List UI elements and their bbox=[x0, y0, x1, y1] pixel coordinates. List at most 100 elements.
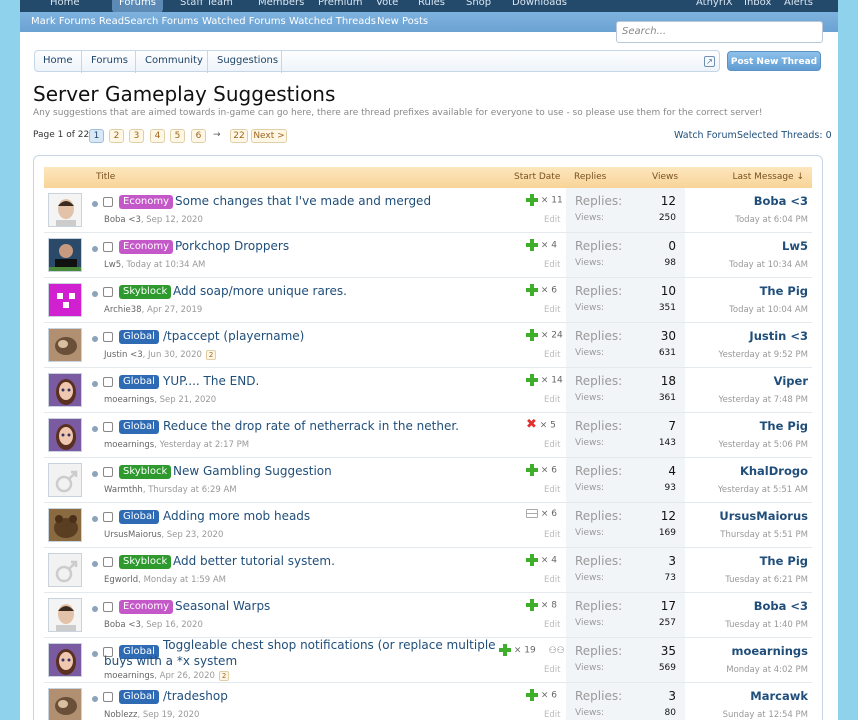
last-post-date[interactable]: Tuesday at 6:21 PM bbox=[725, 575, 808, 585]
last-poster[interactable]: UrsusMaiorus bbox=[719, 509, 808, 523]
thread-title[interactable]: /tpaccept (playername) bbox=[163, 329, 305, 343]
page-3[interactable]: 3 bbox=[129, 129, 144, 143]
next-page-button[interactable]: Next > bbox=[251, 129, 287, 143]
watch-forum-link[interactable]: Watch Forum bbox=[674, 130, 737, 141]
page-jump-arrow[interactable]: → bbox=[213, 130, 221, 140]
avatar[interactable] bbox=[48, 373, 82, 407]
last-post-date[interactable]: Tuesday at 1:40 PM bbox=[725, 620, 808, 630]
last-poster[interactable]: Viper bbox=[773, 374, 808, 388]
last-poster[interactable]: Marcawk bbox=[750, 689, 808, 703]
header-start-date[interactable]: Start Date bbox=[514, 172, 561, 182]
last-poster[interactable]: Justin <3 bbox=[749, 329, 808, 343]
avatar[interactable] bbox=[48, 553, 82, 587]
nav-tab[interactable]: Home bbox=[50, 0, 80, 8]
external-link-icon[interactable]: ↗ bbox=[704, 56, 715, 67]
thread-author[interactable]: Lw5 bbox=[104, 260, 122, 270]
edit-link[interactable]: Edit bbox=[544, 530, 561, 540]
last-post-date[interactable]: Thursday at 5:51 PM bbox=[720, 530, 808, 540]
thread-title[interactable]: Porkchop Droppers bbox=[175, 239, 290, 253]
last-poster[interactable]: moearnings bbox=[731, 644, 808, 658]
last-post-date[interactable]: Sunday at 12:54 PM bbox=[722, 710, 808, 720]
page-6[interactable]: 6 bbox=[191, 129, 206, 143]
avatar[interactable] bbox=[48, 328, 82, 362]
nav-tab[interactable]: Members bbox=[258, 0, 305, 8]
edit-link[interactable]: Edit bbox=[544, 260, 561, 270]
edit-link[interactable]: Edit bbox=[544, 305, 561, 315]
thread-select-checkbox[interactable] bbox=[103, 422, 113, 432]
nav-user-link[interactable]: Alerts bbox=[784, 0, 814, 8]
thread-prefix[interactable]: Global bbox=[119, 645, 159, 659]
avatar[interactable] bbox=[48, 418, 82, 452]
edit-link[interactable]: Edit bbox=[544, 215, 561, 225]
subnav-link[interactable]: Search Forums bbox=[124, 16, 199, 27]
edit-link[interactable]: Edit bbox=[544, 620, 561, 630]
thread-author[interactable]: Warmthh bbox=[104, 485, 143, 495]
last-post-date[interactable]: Yesterday at 5:06 PM bbox=[718, 440, 808, 450]
page-1[interactable]: 1 bbox=[89, 129, 104, 143]
avatar[interactable] bbox=[48, 598, 82, 632]
thread-page-link[interactable]: 2 bbox=[218, 671, 230, 681]
thread-author[interactable]: Noblezz bbox=[104, 710, 138, 720]
thread-select-checkbox[interactable] bbox=[103, 602, 113, 612]
thread-prefix[interactable]: Global bbox=[119, 330, 159, 344]
thread-author[interactable]: UrsusMaiorus bbox=[104, 530, 162, 540]
avatar[interactable] bbox=[48, 463, 82, 497]
thread-select-checkbox[interactable] bbox=[103, 647, 113, 657]
thread-prefix[interactable]: Skyblock bbox=[119, 285, 172, 299]
thread-author[interactable]: Egworld bbox=[104, 575, 139, 585]
thread-select-checkbox[interactable] bbox=[103, 467, 113, 477]
thread-author[interactable]: moearnings bbox=[104, 395, 155, 405]
thread-prefix[interactable]: Global bbox=[119, 510, 159, 524]
last-post-date[interactable]: Yesterday at 9:52 PM bbox=[718, 350, 808, 360]
thread-select-checkbox[interactable] bbox=[103, 557, 113, 567]
thread-select-checkbox[interactable] bbox=[103, 692, 113, 702]
avatar[interactable] bbox=[48, 688, 82, 720]
breadcrumb-home[interactable]: Home bbox=[43, 55, 73, 66]
last-poster[interactable]: The Pig bbox=[759, 419, 808, 433]
thread-select-checkbox[interactable] bbox=[103, 197, 113, 207]
post-new-thread-button[interactable]: Post New Thread bbox=[727, 51, 821, 71]
last-post-date[interactable]: Today at 6:04 PM bbox=[735, 215, 808, 225]
thread-author[interactable]: Boba <3 bbox=[104, 215, 141, 225]
breadcrumb-forums[interactable]: Forums bbox=[91, 55, 128, 66]
thread-author[interactable]: moearnings bbox=[104, 440, 155, 450]
last-post-date[interactable]: Today at 10:04 AM bbox=[729, 305, 808, 315]
subnav-link[interactable]: Watched Forums bbox=[202, 16, 286, 27]
thread-title[interactable]: New Gambling Suggestion bbox=[173, 464, 332, 478]
thread-title[interactable]: YUP.... The END. bbox=[163, 374, 260, 388]
selected-threads-link[interactable]: Selected Threads: 0 bbox=[737, 130, 832, 141]
header-title[interactable]: Title bbox=[96, 172, 116, 182]
thread-author[interactable]: moearnings bbox=[104, 671, 155, 681]
thread-title[interactable]: Reduce the drop rate of netherrack in th… bbox=[163, 419, 459, 433]
nav-tab[interactable]: Downloads bbox=[512, 0, 567, 8]
last-post-date[interactable]: Yesterday at 7:48 PM bbox=[718, 395, 808, 405]
nav-tab[interactable]: Vote bbox=[376, 0, 399, 8]
page-22[interactable]: 22 bbox=[230, 129, 248, 143]
avatar[interactable] bbox=[48, 283, 82, 317]
edit-link[interactable]: Edit bbox=[544, 485, 561, 495]
nav-tab[interactable]: Forums bbox=[112, 0, 163, 12]
thread-prefix[interactable]: Global bbox=[119, 690, 159, 704]
thread-prefix[interactable]: Economy bbox=[119, 600, 174, 614]
page-4[interactable]: 4 bbox=[150, 129, 165, 143]
last-poster[interactable]: KhalDrogo bbox=[739, 464, 808, 478]
nav-tab[interactable]: Premium bbox=[318, 0, 363, 8]
thread-select-checkbox[interactable] bbox=[103, 287, 113, 297]
header-views[interactable]: Views bbox=[652, 172, 679, 182]
thread-prefix[interactable]: Economy bbox=[119, 195, 174, 209]
thread-page-link[interactable]: 2 bbox=[205, 350, 217, 360]
thread-select-checkbox[interactable] bbox=[103, 377, 113, 387]
last-poster[interactable]: Boba <3 bbox=[753, 599, 808, 613]
last-post-date[interactable]: Today at 10:34 AM bbox=[729, 260, 808, 270]
edit-link[interactable]: Edit bbox=[544, 710, 561, 720]
nav-user-link[interactable]: Inbox bbox=[744, 0, 772, 8]
page-5[interactable]: 5 bbox=[170, 129, 185, 143]
avatar[interactable] bbox=[48, 193, 82, 227]
edit-link[interactable]: Edit bbox=[544, 575, 561, 585]
last-poster[interactable]: The Pig bbox=[759, 284, 808, 298]
search-input[interactable]: Search... bbox=[616, 21, 823, 43]
thread-title[interactable]: Adding more mob heads bbox=[163, 509, 311, 523]
nav-user-link[interactable]: AthyriX bbox=[696, 0, 733, 8]
thread-title[interactable]: Seasonal Warps bbox=[175, 599, 271, 613]
avatar[interactable] bbox=[48, 238, 82, 272]
